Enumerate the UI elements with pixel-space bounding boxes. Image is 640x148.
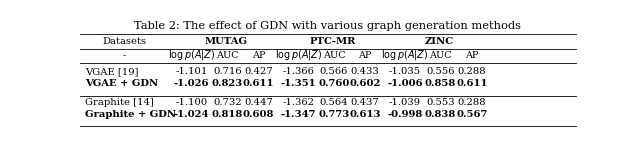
Text: 0.427: 0.427 bbox=[244, 67, 273, 76]
Text: AP: AP bbox=[465, 51, 479, 60]
Text: Graphite + GDN: Graphite + GDN bbox=[85, 110, 176, 119]
Text: 0.773: 0.773 bbox=[318, 110, 349, 119]
Text: AUC: AUC bbox=[216, 51, 239, 60]
Text: 0.433: 0.433 bbox=[351, 67, 380, 76]
Text: 0.716: 0.716 bbox=[213, 67, 242, 76]
Text: PTC-MR: PTC-MR bbox=[310, 37, 356, 46]
Text: -1.362: -1.362 bbox=[282, 98, 314, 107]
Text: -1.100: -1.100 bbox=[175, 98, 208, 107]
Text: $\log p(A|Z)$: $\log p(A|Z)$ bbox=[168, 48, 215, 62]
Text: MUTAG: MUTAG bbox=[205, 37, 248, 46]
Text: 0.447: 0.447 bbox=[244, 98, 273, 107]
Text: -1.039: -1.039 bbox=[389, 98, 421, 107]
Text: 0.566: 0.566 bbox=[320, 67, 348, 76]
Text: AP: AP bbox=[252, 51, 265, 60]
Text: ZINC: ZINC bbox=[425, 37, 454, 46]
Text: 0.838: 0.838 bbox=[425, 110, 456, 119]
Text: 0.858: 0.858 bbox=[425, 79, 456, 88]
Text: AUC: AUC bbox=[323, 51, 345, 60]
Text: -1.101: -1.101 bbox=[175, 67, 208, 76]
Text: 0.823: 0.823 bbox=[212, 79, 243, 88]
Text: -1.366: -1.366 bbox=[282, 67, 314, 76]
Text: 0.564: 0.564 bbox=[319, 98, 348, 107]
Text: 0.732: 0.732 bbox=[213, 98, 242, 107]
Text: 0.288: 0.288 bbox=[458, 98, 486, 107]
Text: 0.288: 0.288 bbox=[458, 67, 486, 76]
Text: -1.024: -1.024 bbox=[174, 110, 209, 119]
Text: -: - bbox=[123, 51, 126, 60]
Text: VGAE + GDN: VGAE + GDN bbox=[85, 79, 158, 88]
Text: 0.760: 0.760 bbox=[318, 79, 349, 88]
Text: -1.035: -1.035 bbox=[389, 67, 421, 76]
Text: AP: AP bbox=[358, 51, 372, 60]
Text: 0.437: 0.437 bbox=[351, 98, 380, 107]
Text: -0.998: -0.998 bbox=[387, 110, 422, 119]
Text: 0.602: 0.602 bbox=[349, 79, 381, 88]
Text: AUC: AUC bbox=[429, 51, 452, 60]
Text: VGAE [19]: VGAE [19] bbox=[85, 67, 138, 76]
Text: -1.026: -1.026 bbox=[174, 79, 209, 88]
Text: 0.553: 0.553 bbox=[426, 98, 455, 107]
Text: $\log p(A|Z)$: $\log p(A|Z)$ bbox=[381, 48, 429, 62]
Text: 0.567: 0.567 bbox=[456, 110, 488, 119]
Text: Datasets: Datasets bbox=[102, 37, 147, 46]
Text: Graphite [14]: Graphite [14] bbox=[85, 98, 154, 107]
Text: -1.006: -1.006 bbox=[387, 79, 422, 88]
Text: 0.608: 0.608 bbox=[243, 110, 275, 119]
Text: -1.351: -1.351 bbox=[280, 79, 316, 88]
Text: 0.556: 0.556 bbox=[426, 67, 455, 76]
Text: -1.347: -1.347 bbox=[280, 110, 316, 119]
Text: 0.611: 0.611 bbox=[243, 79, 275, 88]
Text: 0.613: 0.613 bbox=[349, 110, 381, 119]
Text: 0.818: 0.818 bbox=[212, 110, 243, 119]
Text: 0.611: 0.611 bbox=[456, 79, 488, 88]
Text: $\log p(A|Z)$: $\log p(A|Z)$ bbox=[275, 48, 322, 62]
Text: Table 2: The effect of GDN with various graph generation methods: Table 2: The effect of GDN with various … bbox=[134, 21, 522, 31]
